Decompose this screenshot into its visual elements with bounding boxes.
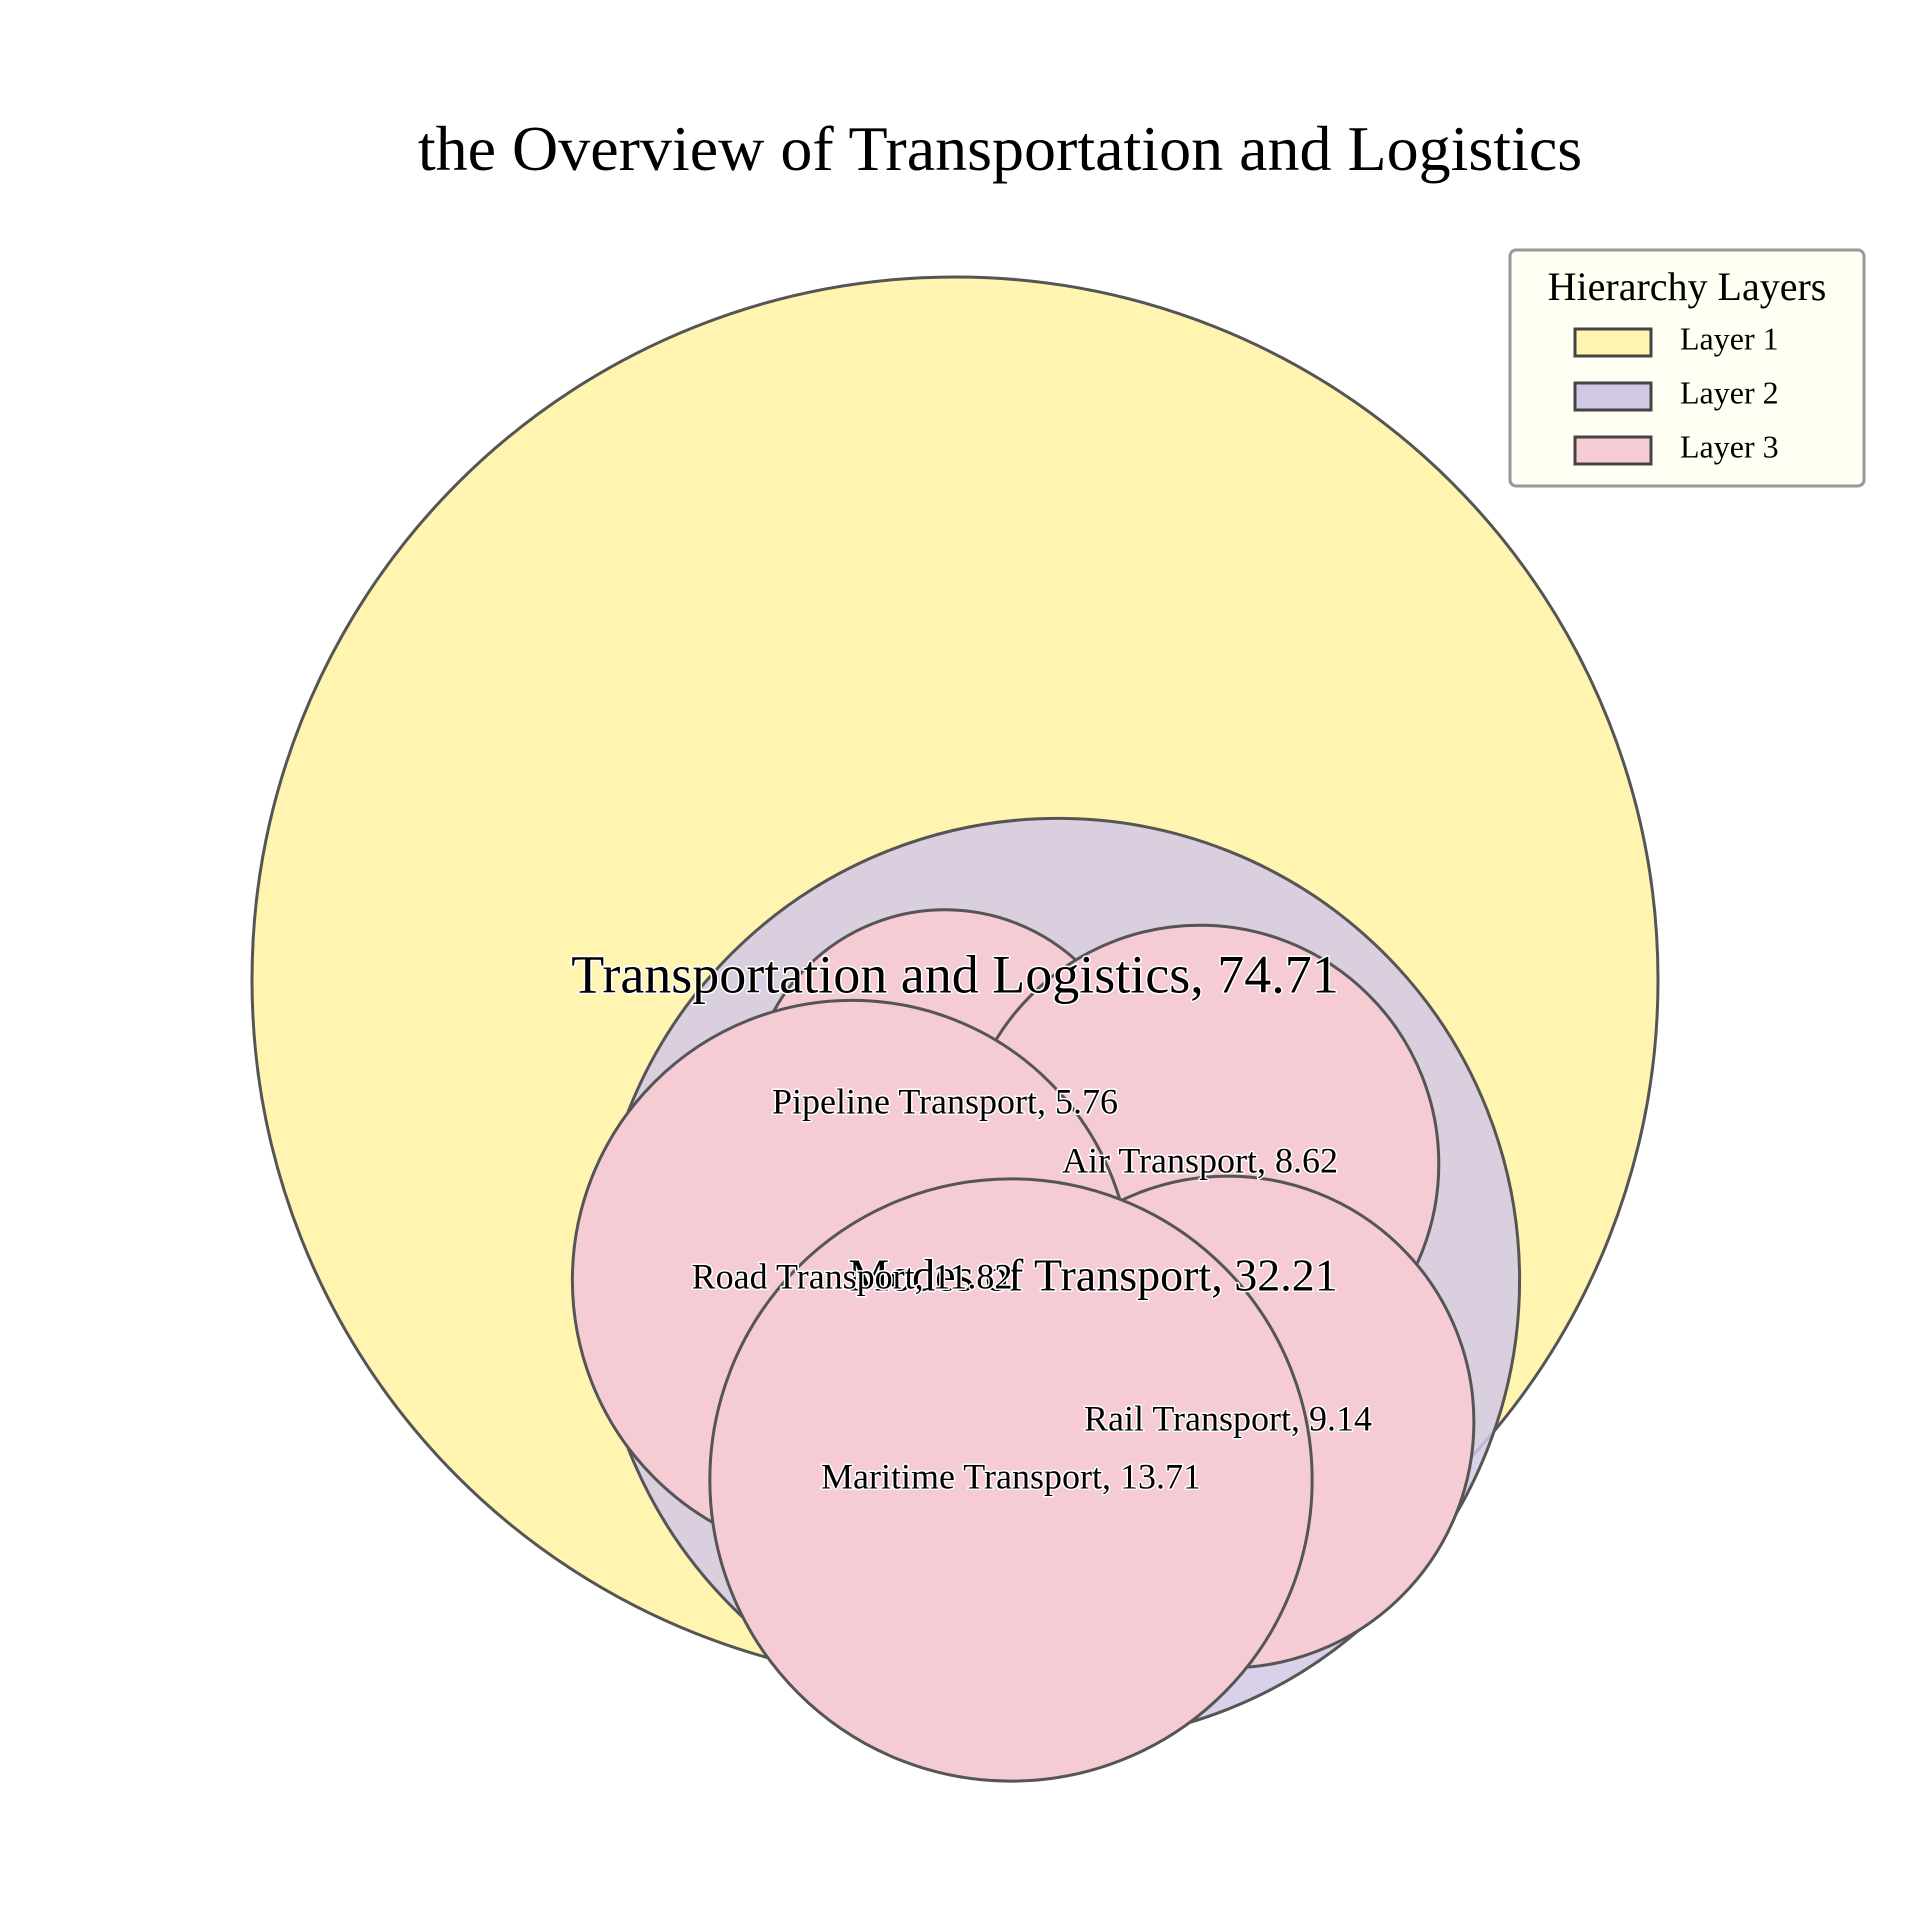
label-road-transport: Road Transport, 11.82 [692,1256,1013,1296]
chart-title: the Overview of Transportation and Logis… [418,113,1582,184]
legend-swatch-layer-1 [1573,327,1653,358]
legend: Hierarchy Layers Layer 1 Layer 2 Layer 3 [1508,248,1866,488]
label-rail-transport: Rail Transport, 9.14 [1084,1398,1372,1438]
legend-box [1508,248,1866,488]
label-air-transport: Air Transport, 8.62 [1062,1140,1338,1180]
label-pipeline-transport: Pipeline Transport, 5.76 [772,1081,1118,1121]
legend-label-layer-2: Layer 2 [1680,374,1779,410]
legend-label-layer-1: Layer 1 [1680,320,1779,356]
legend-title: Hierarchy Layers [1548,264,1827,309]
legend-swatch-layer-3 [1573,435,1653,466]
legend-swatch-layer-2 [1573,381,1653,412]
circle-maritime-transport [708,1177,1314,1783]
label-transportation-and-logistics: Transportation and Logistics, 74.71 [571,944,1338,1004]
labels-layer: Transportation and Logistics, 74.71 Modes… [570,943,1374,1498]
legend-label-layer-3: Layer 3 [1680,428,1779,464]
label-maritime-transport: Maritime Transport, 13.71 [821,1456,1201,1496]
legend-entries: Layer 1 Layer 2 Layer 3 [1573,320,1779,466]
circles-layer [250,275,1660,1783]
label-modes-of-transport: Modes of Transport, 32.21 [848,1250,1337,1301]
